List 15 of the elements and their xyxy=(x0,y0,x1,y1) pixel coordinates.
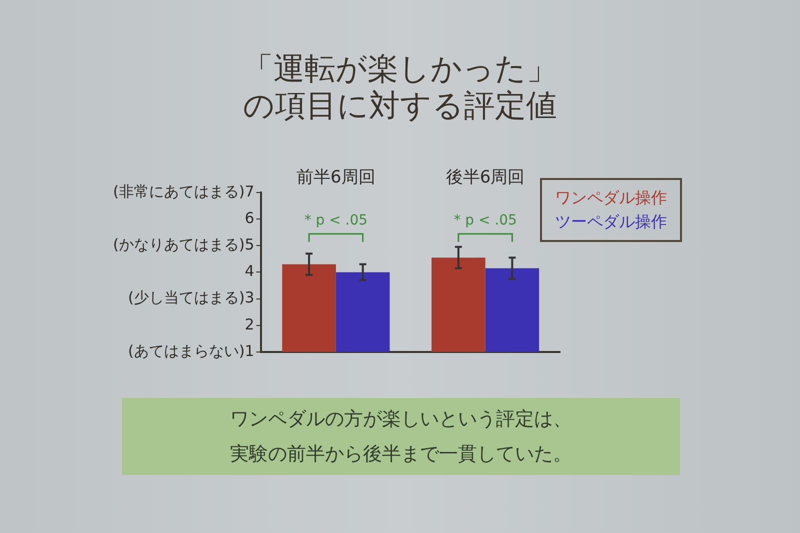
text: ワンペダルの方が楽しいという評定は、実験の前半から後半まで一貫していた。 xyxy=(229,406,573,466)
y-tick-label: (少し当てはまる)3 xyxy=(128,288,254,307)
x-tick-label: 後半6周回 xyxy=(446,168,525,188)
y-tick-label: (あてはまらない)1 xyxy=(128,342,254,360)
y-tick-label: 6 xyxy=(244,208,254,227)
annotation: * p < .05 xyxy=(454,212,517,229)
text: ワンペダル操作 xyxy=(554,187,668,209)
y-tick-label: (かなりあてはまる)5 xyxy=(113,235,254,254)
y-tick-label: 2 xyxy=(244,315,254,334)
x-tick-label: 前半6周回 xyxy=(296,168,376,188)
text: ツーペダル操作 xyxy=(554,211,668,233)
chart-title: 「運転が楽しかった」の項目に対する評定値 xyxy=(242,51,558,125)
y-tick-label: (非常にあてはまる)7 xyxy=(113,182,254,200)
annotation: * p < .05 xyxy=(304,212,368,229)
y-tick-label: 4 xyxy=(244,262,254,280)
